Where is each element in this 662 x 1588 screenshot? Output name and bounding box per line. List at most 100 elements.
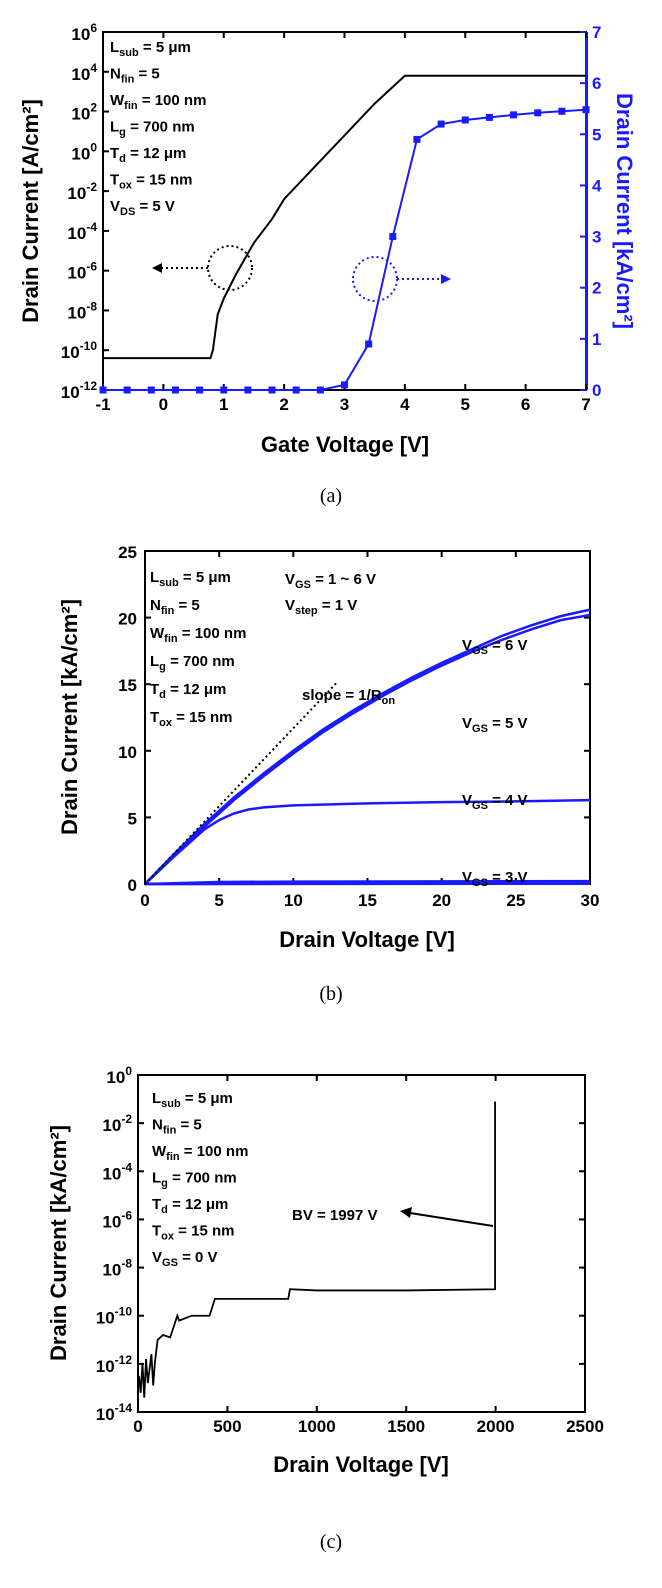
panel-caption: (c) [320, 1531, 342, 1553]
x-tick-label: 0 [140, 891, 149, 910]
y-tick-label: 10-6 [102, 1208, 132, 1231]
series-marker [437, 120, 445, 128]
series-marker [147, 386, 155, 394]
x-tick-label: 2000 [477, 1417, 515, 1436]
x-tick-label: -1 [95, 395, 110, 414]
series-marker [196, 386, 204, 394]
parameter: Wfin = 100 nm [110, 92, 206, 112]
series-marker [389, 233, 397, 241]
x-tick-label: 7 [581, 395, 590, 414]
y2-tick-label: 0 [592, 381, 601, 400]
series [137, 1101, 496, 1398]
y2-tick-label: 3 [592, 228, 601, 247]
series-marker [220, 386, 228, 394]
x-tick-label: 25 [506, 891, 525, 910]
parameter: Lg = 700 nm [150, 653, 235, 673]
parameter: Td = 12 μm [150, 681, 226, 701]
slope-line [144, 680, 339, 885]
x-tick-label: 0 [133, 1417, 142, 1436]
arrowhead [152, 263, 162, 273]
x-tick-label: 15 [358, 891, 377, 910]
y-tick-label: 5 [128, 809, 137, 828]
y-tick-label: 10-12 [61, 379, 98, 402]
tick-marks [137, 1074, 586, 1413]
parameter: Nfin = 5 [110, 66, 160, 86]
y2-axis-label: Drain Current [kA/cm²] [612, 93, 637, 329]
parameter: Lsub = 5 μm [152, 1090, 233, 1110]
series-marker [461, 116, 469, 124]
series-line [137, 1101, 496, 1398]
y-tick-label: 25 [118, 543, 137, 562]
x-axis-label: Gate Voltage [V] [261, 432, 429, 457]
series-line [144, 879, 591, 886]
parameter: Nfin = 5 [152, 1117, 202, 1137]
y-tick-label: 10-12 [96, 1353, 133, 1376]
axis-indicators [152, 245, 451, 302]
panel-caption: (b) [319, 983, 342, 1005]
y2-tick-label: 1 [592, 330, 601, 349]
parameter-list: Lsub = 5 μm Nfin = 5 Wfin = 100 nm Lg = 700… [110, 39, 206, 218]
x-tick-label: 5 [214, 891, 223, 910]
parameter: Td = 12 μm [152, 1196, 228, 1216]
series-marker [582, 106, 590, 114]
x-tick-label: 10 [284, 891, 303, 910]
series-line-log [103, 74, 586, 360]
series [99, 74, 590, 394]
x-tick-label: 3 [340, 395, 349, 414]
parameter: Lsub = 5 μm [110, 39, 191, 59]
parameter: Tox = 15 nm [110, 172, 192, 192]
parameter-list: Lsub = 5 μm Nfin = 5 Wfin = 100 nm Lg = 700… [150, 569, 246, 729]
y-axis-label: Drain Current [A/cm²] [18, 99, 43, 323]
y-tick-label: 10-8 [102, 1257, 132, 1280]
x-tick-label: 6 [521, 395, 530, 414]
series-marker [171, 386, 179, 394]
parameter: Nfin = 5 [150, 597, 200, 617]
x-tick-label: 2500 [566, 1417, 604, 1436]
series-marker [316, 386, 324, 394]
series-marker [413, 135, 421, 143]
y2-tick-label: 7 [592, 23, 601, 42]
x-tick-label: 30 [581, 891, 600, 910]
y-axis-label: Drain Current [kA/cm²] [46, 1125, 71, 1361]
series-marker [268, 386, 276, 394]
plot-frame [137, 1074, 586, 1413]
tick-labels: 0 500 1000 1500 2000 2500 10-14 10-12 10-10 10-8 1… [96, 1064, 604, 1436]
slope-annotation: slope = 1/Ron [302, 687, 395, 707]
curve-label: VGS = 3 V [462, 869, 528, 889]
y-tick-label: 15 [118, 676, 137, 695]
y-tick-label: 102 [71, 101, 97, 124]
series-marker [244, 386, 252, 394]
series [144, 608, 591, 886]
y-tick-label: 106 [71, 21, 97, 44]
y2-tick-label: 4 [592, 176, 602, 195]
x-tick-label: 20 [432, 891, 451, 910]
parameter: Lsub = 5 μm [150, 569, 231, 589]
plot-frame [102, 31, 587, 391]
y-tick-label: 10-10 [61, 339, 98, 362]
parameter: Lg = 700 nm [110, 119, 195, 139]
left-axis-indicator-circle [207, 245, 253, 291]
annotation: BV = 1997 V [292, 1207, 494, 1227]
curve-label: VGS = 6 V [462, 637, 528, 657]
parameter: Wfin = 100 nm [152, 1143, 248, 1163]
y-tick-label: 10-4 [67, 220, 97, 243]
right-axis-line [585, 32, 588, 390]
arrowhead [441, 274, 451, 284]
annotation-arrow [409, 1212, 494, 1227]
series-marker [123, 386, 131, 394]
parameter: VGS = 0 V [152, 1249, 218, 1269]
slope-label: slope = 1/Ron [302, 687, 395, 707]
y-tick-label: 10 [118, 743, 137, 762]
panel-caption: (a) [320, 485, 342, 507]
y-tick-label: 10-10 [96, 1305, 133, 1328]
y2-tick-label: 2 [592, 279, 601, 298]
series-line [144, 608, 591, 885]
tick-labels: -1 0 1 2 3 4 5 6 7 10-12 10-10 10-8 10-6 10-4 10-2 100 1… [61, 21, 602, 414]
x-axis-label: Drain Voltage [V] [279, 927, 455, 952]
tick-labels: 0 5 10 15 20 25 30 0 5 10 15 20 25 [118, 543, 599, 910]
breakdown-voltage-label: BV = 1997 V [292, 1207, 377, 1224]
y-tick-label: 10-14 [96, 1401, 133, 1424]
series-marker [510, 111, 518, 119]
y-tick-label: 10-2 [102, 1112, 132, 1135]
y-tick-label: 20 [118, 610, 137, 629]
